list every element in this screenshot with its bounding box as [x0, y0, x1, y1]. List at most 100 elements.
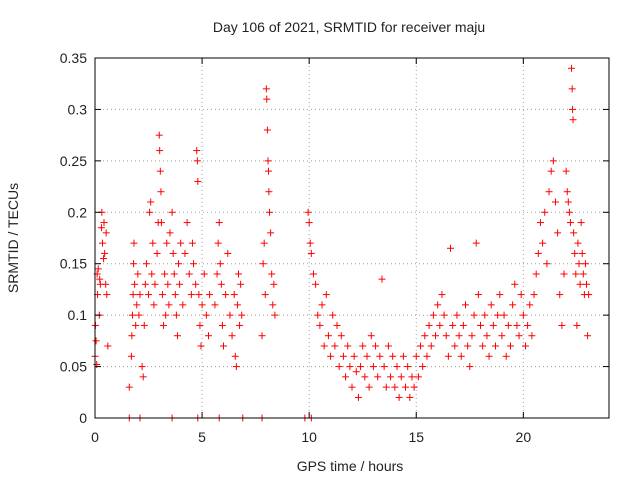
- data-point: [195, 291, 203, 299]
- data-point: [513, 321, 521, 329]
- data-point: [134, 270, 142, 278]
- data-point: [574, 239, 582, 247]
- data-point: [384, 342, 392, 350]
- data-point: [236, 321, 244, 329]
- x-axis-label: GPS time / hours: [297, 458, 404, 474]
- data-point: [193, 157, 201, 165]
- data-point: [169, 249, 177, 257]
- data-point: [399, 352, 407, 360]
- data-point: [220, 342, 227, 350]
- data-point: [165, 301, 173, 309]
- data-point: [136, 291, 144, 299]
- data-point: [171, 291, 179, 299]
- data-point: [224, 249, 232, 257]
- data-point: [160, 321, 168, 329]
- data-point: [479, 342, 487, 350]
- data-point: [359, 342, 367, 350]
- data-point: [125, 383, 133, 391]
- data-point: [536, 219, 544, 227]
- data-point: [264, 157, 272, 165]
- data-point: [425, 321, 433, 329]
- data-point: [263, 126, 271, 134]
- data-point: [451, 342, 459, 350]
- data-point: [202, 311, 210, 319]
- data-point: [102, 280, 110, 288]
- data-point: [216, 260, 224, 268]
- data-point: [127, 352, 135, 360]
- data-point: [417, 342, 425, 350]
- data-point: [337, 332, 345, 340]
- data-point: [380, 363, 388, 371]
- data-point: [389, 352, 397, 360]
- data-point: [260, 239, 268, 247]
- data-point: [327, 352, 335, 360]
- data-point: [534, 249, 542, 257]
- data-point: [571, 249, 579, 257]
- data-point: [172, 311, 180, 319]
- data-point: [483, 332, 491, 340]
- data-point: [151, 280, 159, 288]
- data-point: [267, 229, 275, 237]
- data-point: [149, 239, 157, 247]
- data-point: [453, 311, 461, 319]
- data-point: [464, 342, 472, 350]
- data-point: [218, 321, 226, 329]
- data-point: [376, 352, 384, 360]
- data-point: [365, 383, 373, 391]
- data-point: [166, 229, 174, 237]
- data-point: [94, 265, 102, 273]
- data-point: [176, 280, 184, 288]
- data-point: [444, 352, 452, 360]
- y-tick-label: 0.25: [60, 153, 87, 169]
- data-point: [132, 321, 140, 329]
- data-point: [307, 249, 315, 257]
- data-point: [581, 260, 589, 268]
- data-point: [158, 291, 166, 299]
- data-point: [320, 342, 328, 350]
- grid: [95, 58, 609, 418]
- data-point: [470, 311, 478, 319]
- data-point: [324, 332, 332, 340]
- data-point: [258, 332, 266, 340]
- data-point: [568, 64, 576, 72]
- x-tick-label: 15: [408, 429, 424, 445]
- y-tick-label: 0.05: [60, 359, 87, 375]
- x-tick-label: 10: [301, 429, 317, 445]
- data-point: [539, 239, 547, 247]
- data-point: [344, 342, 352, 350]
- data-point: [192, 280, 200, 288]
- data-point: [496, 291, 504, 299]
- data-point: [462, 301, 470, 309]
- data-point: [449, 321, 457, 329]
- y-tick-label: 0.35: [60, 50, 87, 66]
- y-tick-label: 0.15: [60, 256, 87, 272]
- data-point: [506, 342, 514, 350]
- data-point: [569, 116, 577, 124]
- data-point: [205, 332, 213, 340]
- data-point: [187, 291, 195, 299]
- data-point: [214, 239, 222, 247]
- data-point: [378, 275, 386, 283]
- data-point: [188, 239, 196, 247]
- data-point: [583, 280, 591, 288]
- data-point: [504, 321, 512, 329]
- data-point: [261, 291, 269, 299]
- data-point: [150, 301, 158, 309]
- data-point: [382, 383, 390, 391]
- data-point: [573, 321, 581, 329]
- data-point: [97, 224, 105, 232]
- data-point: [577, 219, 585, 227]
- data-point: [584, 332, 592, 340]
- data-point: [474, 291, 482, 299]
- data-point: [564, 198, 572, 206]
- data-point: [231, 352, 239, 360]
- data-point: [438, 291, 446, 299]
- data-point: [554, 229, 562, 237]
- data-point: [194, 177, 202, 185]
- data-point: [161, 270, 169, 278]
- data-point: [230, 291, 238, 299]
- data-point: [128, 311, 136, 319]
- x-tick-label: 0: [91, 429, 99, 445]
- data-point: [500, 311, 508, 319]
